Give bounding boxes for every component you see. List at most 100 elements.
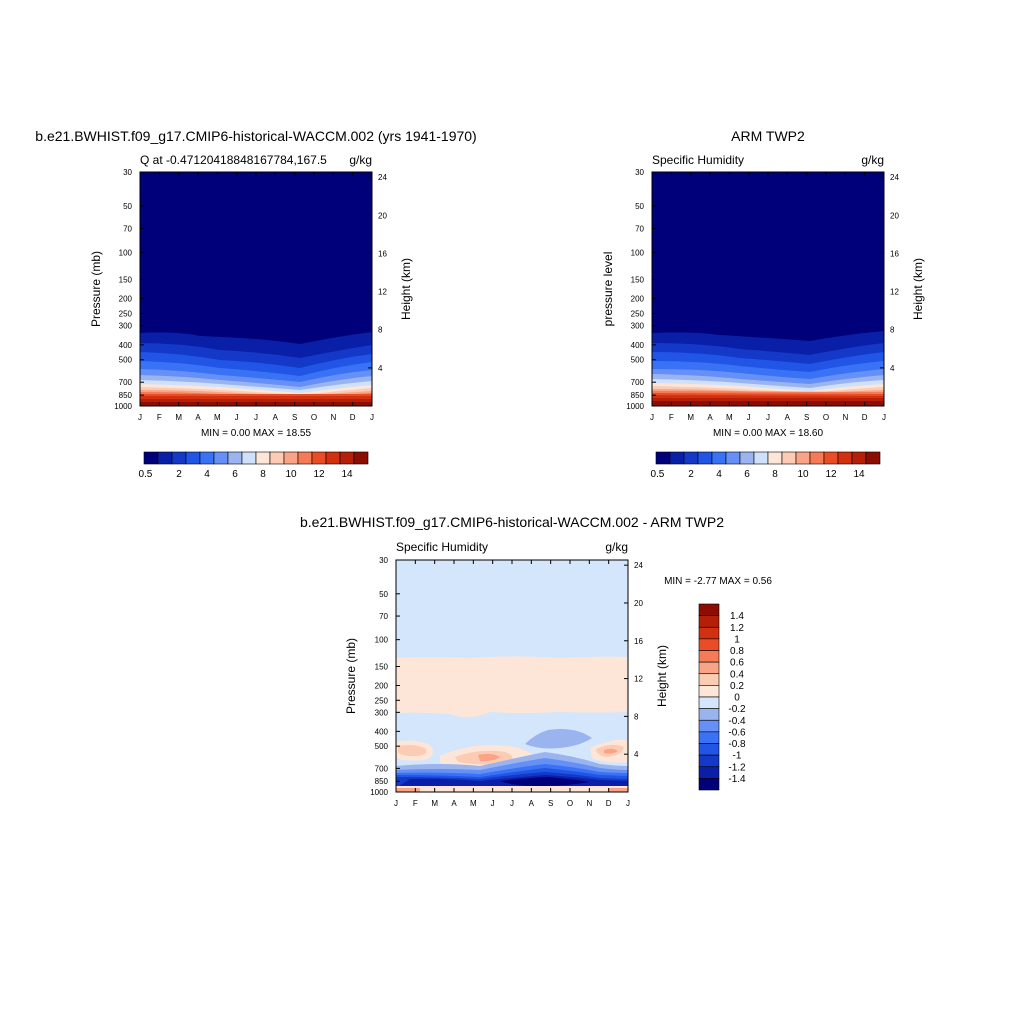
colorbar-label: 6	[744, 469, 750, 480]
colorbar-label: 8	[260, 469, 266, 480]
colorbar-swatch	[143, 451, 159, 465]
panel-obs-subtitle-units: g/kg	[861, 153, 884, 167]
colorbar-swatch	[698, 615, 720, 628]
panel-obs-subtitle-left: Specific Humidity	[652, 153, 744, 167]
pressure-tick-label: 250	[375, 696, 389, 705]
pressure-tick-label: 70	[635, 225, 644, 234]
colorbar-swatch	[698, 685, 720, 698]
colorbar-swatch	[698, 661, 720, 675]
month-tick-label: F	[669, 413, 674, 422]
colorbar-swatch	[339, 451, 355, 465]
height-tick-label: 8	[378, 326, 383, 335]
panel-model-axes: 30 50 70 100 150 200 250 300 400 500 700 850 1000 24 2…	[114, 168, 387, 422]
colorbar-swatch	[698, 719, 720, 733]
height-tick-label: 4	[634, 750, 639, 759]
pressure-tick-label: 700	[631, 378, 645, 387]
panel-obs-plot-area	[652, 172, 884, 406]
colorbar-label: 0.4	[730, 669, 744, 680]
colorbar-label: 0.8	[730, 646, 744, 657]
month-tick-label: S	[548, 799, 553, 808]
month-tick-label: D	[606, 799, 612, 808]
pressure-tick-label: 200	[375, 682, 389, 691]
height-tick-label: 20	[890, 211, 899, 220]
panel-diff-subtitle-left: Specific Humidity	[396, 540, 488, 554]
panel-diff-minmax: MIN = -2.77 MAX = 0.56	[664, 576, 772, 587]
month-tick-label: D	[350, 413, 356, 422]
pressure-tick-label: 200	[119, 295, 133, 304]
pressure-tick-label: 500	[375, 742, 389, 751]
colorbar-label: -0.2	[728, 704, 746, 715]
colorbar-label: 14	[853, 469, 865, 480]
panel-model-colorbar: 0.5 2 4 6 8 10 12 14	[138, 451, 369, 480]
panel-diff-subtitle-units: g/kg	[605, 540, 628, 554]
colorbar-swatch	[213, 451, 229, 465]
month-tick-label: J	[138, 413, 142, 422]
panel-obs-minmax: MIN = 0.00 MAX = 18.60	[713, 428, 823, 439]
colorbar-swatch	[823, 451, 839, 465]
month-tick-label: M	[726, 413, 733, 422]
panel-model: b.e21.BWHIST.f09_g17.CMIP6-historical-WA…	[35, 128, 476, 480]
height-tick-label: 4	[890, 364, 895, 373]
month-tick-label: A	[273, 413, 279, 422]
colorbar-label: 2	[176, 469, 182, 480]
colorbar-swatch	[185, 451, 201, 465]
colorbar-swatch	[698, 708, 720, 721]
colorbar-swatch	[697, 451, 713, 465]
colorbar-swatch	[283, 451, 299, 465]
month-tick-label: J	[254, 413, 258, 422]
pressure-tick-label: 500	[631, 356, 645, 365]
colorbar-swatch	[297, 451, 313, 465]
month-tick-label: J	[766, 413, 770, 422]
height-tick-label: 12	[634, 675, 643, 684]
colorbar-label: 10	[797, 469, 809, 480]
pressure-tick-label: 100	[631, 248, 645, 257]
panel-diff-axes: 30 50 70 100 150 200 250 300 400 500 700 850 1000 24 2…	[370, 556, 643, 808]
height-tick-label: 16	[634, 637, 643, 646]
panel-obs-colorbar: 0.5 2 4 6 8 10 12 14	[650, 451, 881, 480]
pressure-tick-label: 300	[119, 322, 133, 331]
month-tick-label: N	[586, 799, 592, 808]
colorbar-swatch	[698, 743, 720, 756]
pressure-tick-label: 400	[375, 727, 389, 736]
height-tick-label: 16	[378, 249, 387, 258]
colorbar-swatch	[698, 754, 720, 768]
colorbar-swatch	[698, 638, 720, 651]
month-tick-label: A	[195, 413, 201, 422]
colorbar-label: 4	[716, 469, 722, 480]
month-tick-label: F	[413, 799, 418, 808]
panel-obs: ARM TWP2 Specific Humidity g/kg 30 50 70 10…	[601, 128, 925, 480]
month-tick-label: J	[491, 799, 495, 808]
panel-diff-plot-area	[396, 560, 628, 792]
pressure-tick-label: 30	[123, 168, 132, 177]
height-tick-label: 24	[890, 173, 899, 182]
colorbar-label: 0.5	[650, 469, 664, 480]
month-tick-label: N	[842, 413, 848, 422]
pressure-tick-label: 70	[123, 225, 132, 234]
colorbar-swatch	[837, 451, 853, 465]
colorbar-swatch	[227, 451, 243, 465]
panel-model-minmax: MIN = 0.00 MAX = 18.55	[201, 428, 311, 439]
colorbar-label: -0.6	[728, 727, 746, 738]
month-tick-label: S	[292, 413, 297, 422]
height-tick-label: 16	[890, 249, 899, 258]
pressure-tick-label: 1000	[114, 402, 132, 411]
panel-model-plot-area	[140, 172, 372, 406]
colorbar-label: 1	[734, 634, 740, 645]
colorbar-swatch	[809, 451, 825, 465]
month-tick-label: J	[510, 799, 514, 808]
panel-obs-axes: 30 50 70 100 150 200 250 300 400 500 700 850 1000 24 2…	[626, 168, 899, 422]
colorbar-label: 4	[204, 469, 210, 480]
colorbar-label: -1.4	[728, 774, 746, 785]
colorbar-label: -1	[733, 751, 742, 762]
month-tick-label: A	[785, 413, 791, 422]
height-tick-label: 4	[378, 364, 383, 373]
pressure-tick-label: 70	[379, 612, 388, 621]
pressure-tick-label: 50	[635, 202, 644, 211]
panel-obs-ylabel-right: Height (km)	[911, 258, 925, 320]
pressure-tick-label: 850	[119, 391, 133, 400]
month-tick-label: D	[862, 413, 868, 422]
panel-obs-ylabel: pressure level	[601, 252, 615, 327]
pressure-tick-label: 50	[123, 202, 132, 211]
colorbar-swatch	[851, 451, 867, 465]
